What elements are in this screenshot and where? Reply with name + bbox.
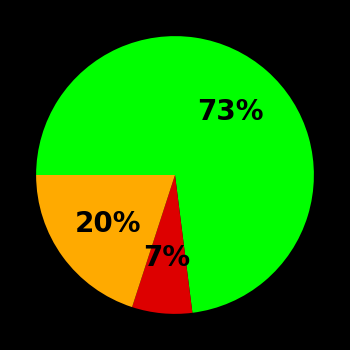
Wedge shape	[36, 36, 314, 313]
Text: 20%: 20%	[74, 210, 141, 238]
Wedge shape	[36, 175, 175, 307]
Text: 73%: 73%	[197, 98, 263, 126]
Text: 7%: 7%	[144, 244, 191, 272]
Wedge shape	[132, 175, 192, 314]
